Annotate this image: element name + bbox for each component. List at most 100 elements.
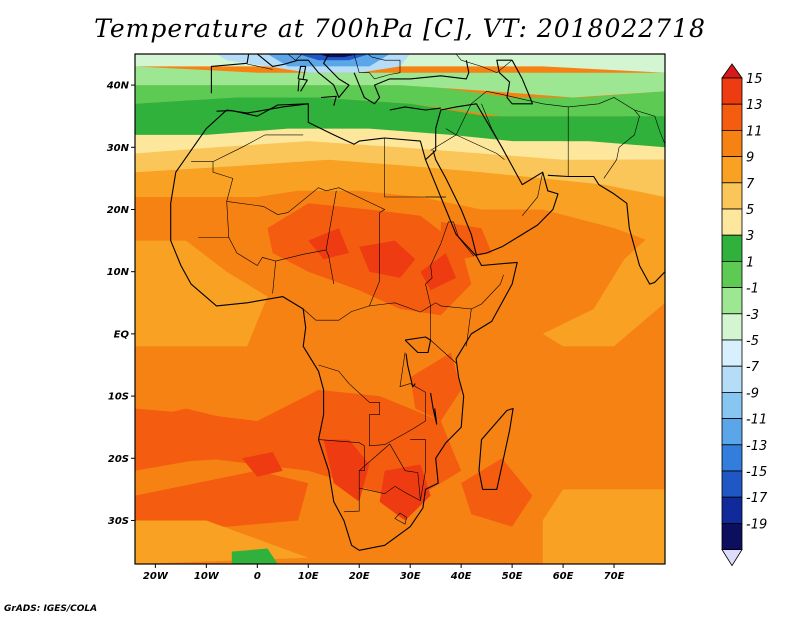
colorbar-label: -7 bbox=[746, 360, 760, 375]
warm-belt-east bbox=[410, 352, 462, 421]
colorbar-segment bbox=[721, 129, 743, 157]
band-minus1to1 bbox=[135, 85, 665, 117]
temperature-field bbox=[135, 54, 665, 564]
colorbar-label: -17 bbox=[746, 491, 768, 506]
border-oman bbox=[522, 172, 543, 216]
hot-patch-namibia bbox=[323, 439, 370, 502]
colorbar-segment bbox=[721, 339, 743, 367]
colorbar-label: 11 bbox=[746, 124, 763, 139]
map-frame bbox=[134, 53, 666, 565]
green-patch-south bbox=[231, 548, 278, 564]
warm-belt-indian bbox=[461, 458, 533, 527]
colorbar-over-triangle bbox=[721, 63, 743, 79]
hot-patch-sudan bbox=[359, 240, 416, 278]
border-middle-east bbox=[430, 90, 569, 177]
lat-tick-label: 20N bbox=[107, 205, 130, 216]
hot-patch-atlantic bbox=[242, 452, 283, 477]
colorbar-label: -5 bbox=[746, 334, 759, 349]
lon-tick-label: 10W bbox=[194, 571, 220, 582]
coastline-africa bbox=[170, 103, 518, 551]
cool-south-indian bbox=[542, 489, 665, 564]
colorbar-segment bbox=[721, 418, 743, 446]
coastline-balkans-turkey bbox=[353, 60, 470, 105]
colorbar-segment bbox=[721, 313, 743, 341]
colorbar-segment bbox=[721, 234, 743, 262]
colorbar-label: 9 bbox=[746, 151, 754, 166]
colorbar-label: -1 bbox=[746, 282, 759, 297]
colorbar-label: -3 bbox=[746, 308, 759, 323]
warm-patch-redsea bbox=[440, 221, 492, 260]
band-minus3tominus1 bbox=[135, 66, 665, 98]
colorbar-segment bbox=[721, 444, 743, 472]
lat-tick-label: 20S bbox=[108, 454, 129, 465]
hot-patch-ethiopia bbox=[420, 253, 457, 291]
colorbar-segment bbox=[721, 496, 743, 524]
border-west-africa bbox=[228, 237, 277, 294]
lon-tick-label: 10E bbox=[298, 571, 319, 582]
border-namibia bbox=[318, 439, 365, 513]
colorbar-label: -11 bbox=[746, 413, 767, 428]
border-congo-zambia bbox=[318, 352, 426, 447]
lon-tick-label: 30E bbox=[400, 571, 421, 582]
colorbar-segment bbox=[721, 470, 743, 498]
border-kenya-tanzania bbox=[430, 339, 457, 364]
border-ethiopia-somalia bbox=[471, 274, 504, 310]
coastline-lake-malawi bbox=[430, 392, 438, 425]
lon-tick-label: 40E bbox=[450, 571, 472, 582]
lon-tick-label: 20W bbox=[143, 571, 169, 582]
coastline-madagascar bbox=[478, 407, 514, 490]
colorbar-segment bbox=[721, 365, 743, 393]
border-nigeria-niger bbox=[275, 249, 327, 262]
colorbar-label: 1 bbox=[746, 255, 754, 270]
border-iraq-iran bbox=[481, 103, 503, 148]
map-axes: 40N 30N 20N 10N EQ 10S 20S 30S 20W 10W 0 10E 20E 30E 4… bbox=[106, 81, 625, 582]
colorbar-segment bbox=[721, 103, 743, 131]
coastline-turkey-south bbox=[389, 106, 441, 111]
warm-belt-atlantic bbox=[135, 408, 237, 465]
colorbar-segment bbox=[721, 182, 743, 210]
map-area bbox=[134, 53, 666, 565]
colorbar-label: 15 bbox=[746, 72, 763, 87]
warm-belt-southwest bbox=[135, 470, 309, 527]
coastline-sicily bbox=[320, 95, 337, 106]
lat-tick-label: 10N bbox=[107, 267, 130, 278]
border-caucasus bbox=[461, 59, 513, 74]
colorbar-segment bbox=[721, 260, 743, 288]
lon-tick-label: 60E bbox=[553, 571, 574, 582]
coastline-lake-victoria bbox=[404, 336, 432, 354]
border-algeria-morocco bbox=[212, 134, 304, 162]
colorbar-label: 13 bbox=[746, 98, 763, 113]
border-india-north bbox=[634, 109, 665, 145]
colorbar-segment bbox=[721, 77, 743, 105]
lat-tick-label: 10S bbox=[108, 392, 129, 403]
coastline-maghreb bbox=[216, 103, 309, 117]
border-balkans bbox=[359, 54, 401, 80]
lat-tick-label: EQ bbox=[114, 329, 130, 340]
border-alps bbox=[287, 54, 303, 61]
colorbar-segment bbox=[721, 287, 743, 315]
border-afghan-pak bbox=[568, 97, 640, 179]
coastline-sardinia bbox=[297, 78, 308, 92]
lon-tick-label: 20E bbox=[349, 571, 370, 582]
border-central-east bbox=[368, 212, 472, 347]
colorbar-segment bbox=[721, 523, 743, 551]
colorbar-under-triangle bbox=[721, 549, 743, 567]
colorbar-label: 5 bbox=[746, 203, 754, 218]
lon-tick-label: 50E bbox=[502, 571, 523, 582]
coastline-caspian bbox=[496, 59, 534, 105]
chart-title: Temperature at 700hPa [C], VT: 201802271… bbox=[94, 14, 706, 43]
colorbar-segment bbox=[721, 391, 743, 419]
border-eritrea bbox=[440, 221, 475, 257]
border-cameroon-car bbox=[303, 305, 370, 321]
lon-tick-label: 70E bbox=[604, 571, 625, 582]
credit-label: GrADS: IGES/COLA bbox=[4, 604, 98, 614]
coastline-lake-tanganyika bbox=[405, 353, 416, 388]
cool-indian-ocean bbox=[542, 221, 665, 347]
colorbar-label: -13 bbox=[746, 439, 767, 454]
coastline-southasia bbox=[547, 174, 665, 285]
colorbar-label: -19 bbox=[746, 517, 767, 532]
border-lesotho bbox=[394, 512, 407, 525]
border-sahel-north bbox=[226, 187, 386, 215]
band-5to7 bbox=[135, 128, 665, 197]
